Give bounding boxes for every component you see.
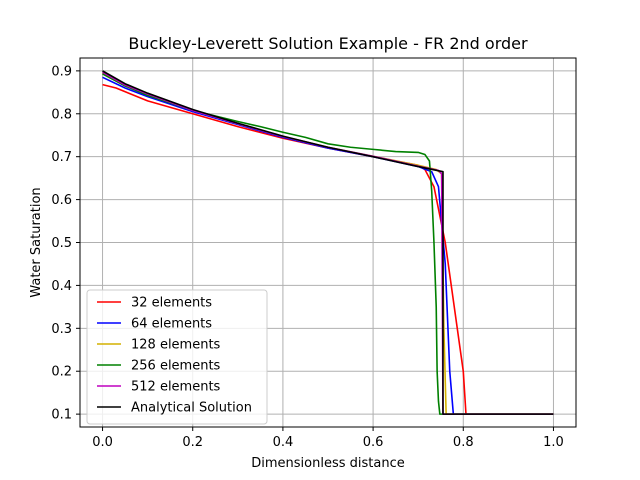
series-line	[102, 70, 554, 415]
x-tick-label: 1.0	[543, 435, 564, 450]
legend-entry: 128 elements	[131, 338, 221, 353]
y-tick-label: 0.7	[51, 150, 72, 165]
y-tick-label: 0.3	[51, 322, 72, 337]
y-axis-label: Water Saturation	[29, 187, 44, 297]
legend-entry: 32 elements	[131, 296, 212, 311]
legend-box	[86, 289, 268, 425]
legend-entry: 512 elements	[131, 380, 221, 395]
y-tick-label: 0.9	[51, 64, 72, 79]
x-tick-label: 0.4	[273, 435, 294, 450]
x-tick-label: 0.0	[92, 435, 113, 450]
x-axis-label: Dimensionless distance	[251, 456, 404, 471]
plot-series	[102, 70, 554, 415]
legend-entry: 64 elements	[131, 317, 212, 332]
y-tick-label: 0.4	[51, 279, 72, 294]
y-tick-label: 0.8	[51, 107, 72, 122]
legend: 32 elements 64 elements 128 elements 256 el…	[86, 289, 268, 425]
y-tick-label: 0.2	[51, 365, 72, 380]
chart-title: Buckley-Leverett Solution Example - FR 2…	[128, 34, 528, 53]
y-tick-label: 0.6	[51, 193, 72, 208]
x-tick-label: 0.8	[453, 435, 474, 450]
grid	[80, 58, 576, 427]
x-tick-label: 0.2	[182, 435, 203, 450]
y-tick-label: 0.1	[51, 408, 72, 423]
y-tick-label: 0.5	[51, 236, 72, 251]
legend-entry: 256 elements	[131, 359, 221, 374]
x-tick-label: 0.6	[363, 435, 384, 450]
legend-entry: Analytical Solution	[131, 401, 252, 416]
axis-ticks: 0.0 0.2 0.4 0.6 0.8 1.0 0.1 0.2 0.3 0.4 0.5 0.6 0.7 0…	[51, 64, 563, 450]
